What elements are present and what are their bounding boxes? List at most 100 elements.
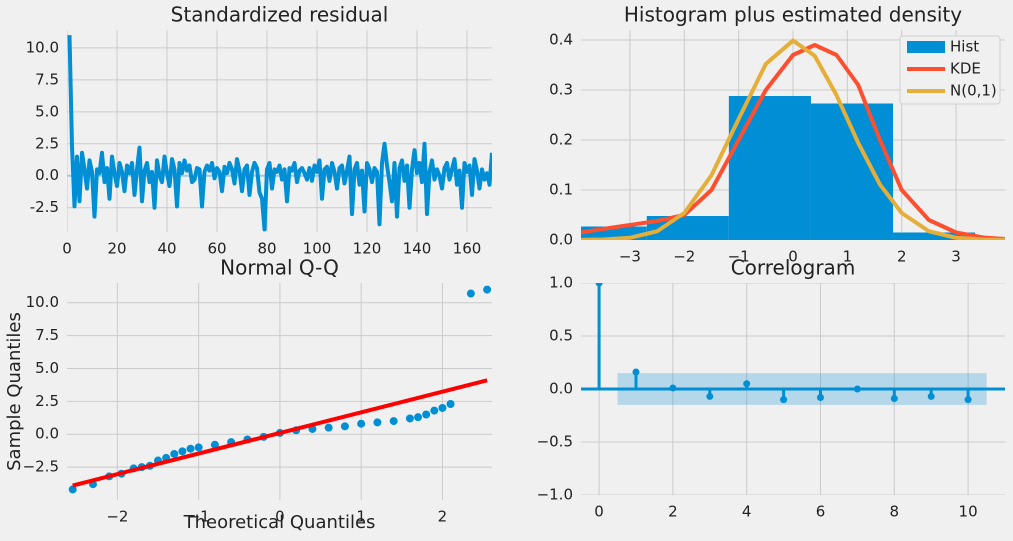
y-tick-label: 0.0 bbox=[35, 166, 59, 184]
qq-point bbox=[389, 417, 398, 426]
stem-marker bbox=[853, 385, 861, 393]
x-tick-label: 140 bbox=[403, 240, 432, 258]
chart-title: Normal Q-Q bbox=[220, 256, 339, 280]
x-tick-label: 100 bbox=[303, 240, 332, 258]
hist-bar bbox=[893, 232, 976, 240]
x-tick-label: −2 bbox=[106, 508, 128, 526]
x-tick-label: 8 bbox=[890, 503, 900, 521]
stem-marker bbox=[780, 396, 788, 404]
y-tick-label: 0.2 bbox=[549, 131, 573, 149]
x-tick-label: −2 bbox=[673, 248, 695, 266]
x-tick-label: 0 bbox=[62, 240, 72, 258]
x-tick-label: 1 bbox=[356, 508, 366, 526]
plot-area bbox=[67, 283, 492, 500]
x-axis-label: Theoretical Quantiles bbox=[183, 512, 376, 533]
y-tick-label: −2.5 bbox=[23, 458, 59, 476]
plot-area bbox=[581, 283, 1005, 495]
x-tick-label: 120 bbox=[353, 240, 382, 258]
y-tick-label: 7.5 bbox=[35, 326, 59, 344]
y-tick-label: -2.5 bbox=[30, 198, 59, 216]
qq-point bbox=[178, 447, 187, 456]
x-tick-label: −1 bbox=[728, 248, 750, 266]
stem-marker bbox=[669, 384, 677, 392]
y-tick-label: 10.0 bbox=[26, 38, 59, 56]
plot-area bbox=[581, 30, 1005, 240]
y-tick-label: 7.5 bbox=[35, 70, 59, 88]
y-tick-label: 0.4 bbox=[549, 31, 573, 49]
qq-point bbox=[446, 399, 455, 408]
y-tick-label: 5.0 bbox=[35, 359, 59, 377]
y-tick-label: 2.5 bbox=[35, 134, 59, 152]
y-tick-label: −0.5 bbox=[537, 433, 573, 451]
qq-point bbox=[466, 289, 475, 298]
stem-marker bbox=[816, 393, 824, 401]
x-tick-label: −1 bbox=[188, 508, 210, 526]
x-tick-label: 2 bbox=[668, 503, 678, 521]
x-tick-label: 2 bbox=[897, 248, 907, 266]
y-tick-label: 0.0 bbox=[549, 380, 573, 398]
x-tick-label: 0 bbox=[275, 508, 285, 526]
qq-point bbox=[194, 443, 203, 452]
y-tick-label: 10.0 bbox=[26, 293, 59, 311]
chart-title: Standardized residual bbox=[171, 3, 389, 27]
stem-marker bbox=[890, 395, 898, 403]
stem-marker bbox=[927, 392, 935, 400]
stem-marker bbox=[743, 380, 751, 388]
hist-bar bbox=[810, 103, 894, 240]
x-tick-label: 10 bbox=[959, 503, 978, 521]
x-tick-label: 60 bbox=[207, 240, 226, 258]
y-tick-label: 0.1 bbox=[549, 181, 573, 199]
qq-point bbox=[414, 413, 423, 422]
hist-bar bbox=[728, 96, 811, 240]
chart-title: Correlogram bbox=[731, 256, 856, 280]
y-tick-label: 0.5 bbox=[549, 327, 573, 345]
x-tick-label: 160 bbox=[453, 240, 482, 258]
qq-point bbox=[438, 403, 447, 412]
data-line bbox=[67, 35, 492, 232]
qq-point bbox=[373, 418, 382, 427]
y-tick-label: 0.0 bbox=[549, 231, 573, 249]
qq-point bbox=[357, 419, 366, 428]
qq-point bbox=[340, 422, 349, 431]
legend-label: N(0,1) bbox=[950, 82, 997, 100]
data-line bbox=[72, 378, 488, 488]
x-tick-label: 3 bbox=[951, 248, 961, 266]
y-tick-label: 1.0 bbox=[549, 274, 573, 292]
x-tick-label: 40 bbox=[157, 240, 176, 258]
x-tick-label: 0 bbox=[788, 248, 798, 266]
data-line bbox=[581, 38, 1005, 240]
qq-point bbox=[430, 406, 439, 415]
y-axis-label: Sample Quantiles bbox=[4, 312, 25, 471]
legend-label: KDE bbox=[950, 60, 981, 78]
legend-label: Hist bbox=[950, 38, 979, 56]
x-tick-label: 6 bbox=[816, 503, 826, 521]
qq-point bbox=[483, 285, 492, 294]
plot-area bbox=[67, 30, 492, 232]
legend-swatch bbox=[907, 41, 945, 53]
qq-point bbox=[170, 449, 179, 458]
qq-point bbox=[422, 410, 431, 419]
x-tick-label: 20 bbox=[107, 240, 126, 258]
y-tick-label: 0.3 bbox=[549, 81, 573, 99]
stem-marker bbox=[964, 396, 972, 404]
y-tick-label: 0.0 bbox=[35, 425, 59, 443]
stem-marker bbox=[595, 283, 603, 287]
qq-point bbox=[186, 444, 195, 453]
y-tick-label: 2.5 bbox=[35, 392, 59, 410]
qq-point bbox=[210, 440, 219, 449]
x-tick-label: 80 bbox=[257, 240, 276, 258]
x-tick-label: 4 bbox=[742, 503, 752, 521]
y-tick-label: 5.0 bbox=[35, 102, 59, 120]
stem-marker bbox=[706, 392, 714, 400]
x-tick-label: 1 bbox=[843, 248, 853, 266]
qq-point bbox=[68, 485, 77, 494]
x-tick-label: −3 bbox=[619, 248, 641, 266]
qq-point bbox=[324, 423, 333, 432]
y-tick-label: −1.0 bbox=[537, 486, 573, 504]
qq-point bbox=[405, 414, 414, 423]
stem-marker bbox=[632, 368, 640, 376]
x-tick-label: 0 bbox=[594, 503, 604, 521]
chart-title: Histogram plus estimated density bbox=[624, 3, 962, 27]
